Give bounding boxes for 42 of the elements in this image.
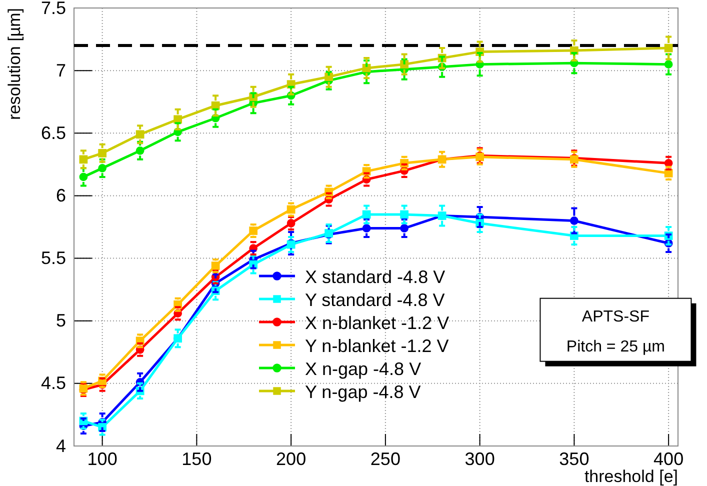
point	[79, 155, 88, 164]
x-tick-label: 350	[559, 448, 590, 469]
y-tick-label: 5.5	[40, 248, 66, 268]
point	[570, 216, 578, 225]
x-tick-label: 200	[276, 448, 306, 469]
point	[286, 219, 296, 228]
legend-label: Y n-blanket -1.2 V	[305, 336, 449, 356]
y-axis-title: resolution [µm]	[5, 8, 24, 120]
point	[362, 210, 371, 219]
legend-label: X n-gap -4.8 V	[305, 359, 422, 379]
x-tick-label: 150	[182, 448, 212, 469]
point	[136, 146, 144, 155]
point	[98, 148, 106, 158]
x-tick-label: 300	[464, 448, 495, 469]
annotation: Pitch = 25 µm	[566, 338, 666, 356]
y-tick-label: 5	[56, 310, 66, 331]
x-tick-label: 400	[654, 448, 684, 469]
point	[98, 164, 106, 172]
legend-label: Y n-gap -4.8 V	[305, 382, 421, 402]
point	[286, 205, 296, 214]
point	[664, 60, 673, 68]
legend-label: X standard -4.8 V	[305, 267, 446, 287]
point	[400, 210, 408, 219]
legend-label: X n-blanket -1.2 V	[305, 313, 450, 333]
legend-label: Y standard -4.8 V	[305, 290, 445, 310]
y-tick-label: 6.5	[40, 122, 66, 143]
x-tick-label: 100	[87, 448, 118, 469]
point	[136, 130, 144, 139]
point	[211, 262, 220, 270]
point	[249, 226, 258, 235]
y-tick-label: 4	[56, 436, 66, 456]
x-axis-title: threshold [e]	[584, 467, 678, 486]
y-tick-label: 7.5	[40, 0, 66, 18]
y-tick-label: 6	[56, 185, 66, 206]
point	[79, 172, 88, 182]
annotation: APTS-SF	[582, 308, 650, 326]
point	[664, 44, 673, 52]
y-tick-label: 7	[56, 60, 66, 80]
x-tick-label: 250	[370, 448, 400, 469]
point	[400, 224, 408, 232]
point	[362, 224, 371, 232]
y-tick-label: 4.5	[40, 373, 66, 394]
